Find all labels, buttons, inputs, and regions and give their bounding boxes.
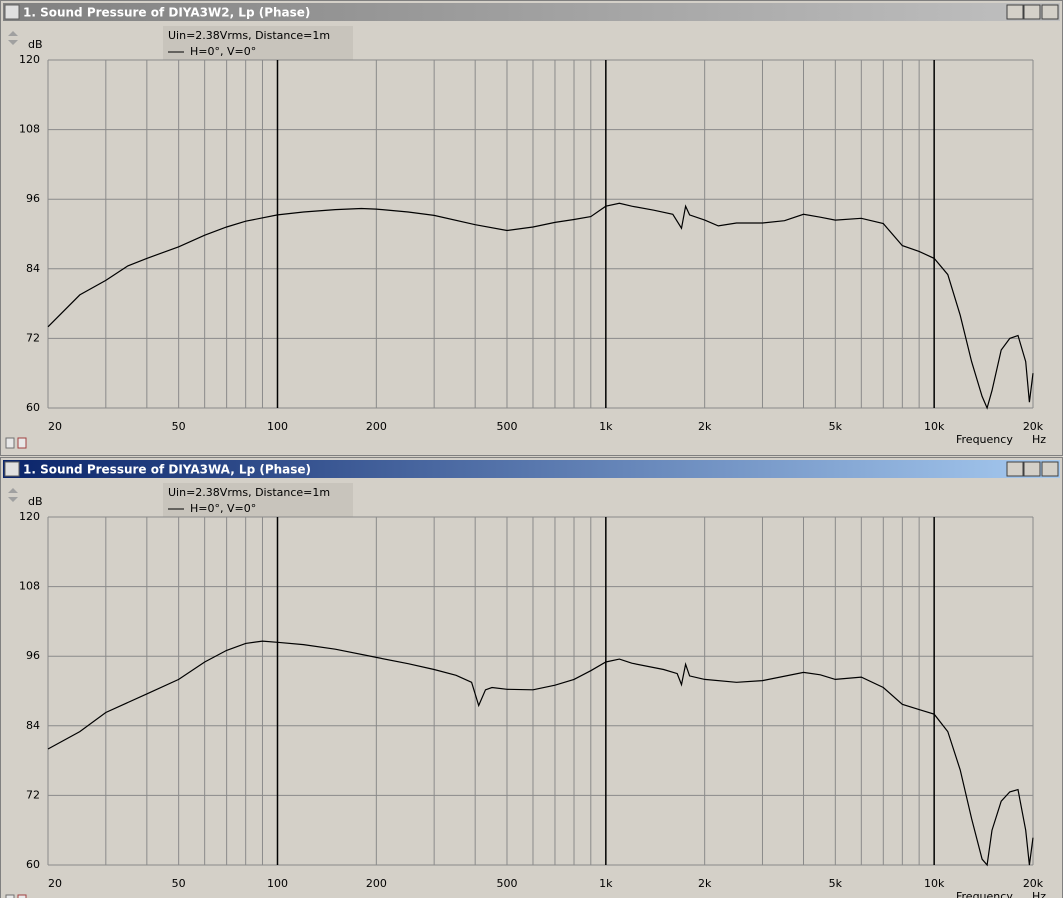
y-tick-label: 60	[26, 858, 40, 871]
series-line	[47, 640, 1034, 867]
minimize-button[interactable]	[1006, 461, 1024, 477]
scroll-arrows	[8, 31, 18, 45]
x-tick-label: 5k	[829, 877, 843, 890]
y-tick-label: 96	[26, 192, 40, 205]
x-tick-label: 20	[48, 420, 62, 433]
x-axis-unit: Hz	[1032, 890, 1046, 898]
x-tick-label: 500	[496, 420, 517, 433]
x-tick-label: 1k	[599, 877, 613, 890]
y-tick-label: 96	[26, 649, 40, 662]
toolbar-icon[interactable]	[17, 894, 27, 898]
x-tick-label: 50	[172, 877, 186, 890]
x-tick-label: 5k	[829, 420, 843, 433]
y-tick-label: 72	[26, 788, 40, 801]
x-axis-unit: Hz	[1032, 433, 1046, 446]
x-tick-label: 20k	[1023, 420, 1044, 433]
close-button[interactable]	[1041, 4, 1059, 20]
toolbar-icon[interactable]	[17, 437, 27, 449]
maximize-button[interactable]	[1023, 461, 1041, 477]
title-bar	[3, 460, 1060, 478]
y-tick-label: 120	[19, 53, 40, 66]
series-line	[47, 202, 1034, 410]
scroll-arrows	[8, 488, 18, 502]
minimize-button[interactable]	[1006, 4, 1024, 20]
y-axis-label: dB	[28, 495, 43, 508]
y-tick-label: 84	[26, 719, 40, 732]
window	[0, 0, 1063, 456]
y-tick-label: 72	[26, 331, 40, 344]
window-icon	[4, 461, 20, 477]
toolbar-icon[interactable]	[5, 894, 15, 898]
y-axis-label: dB	[28, 38, 43, 51]
legend-subtitle: Uin=2.38Vrms, Distance=1m	[168, 486, 330, 499]
x-tick-label: 10k	[924, 420, 945, 433]
x-tick-label: 10k	[924, 877, 945, 890]
x-axis-label: Frequency	[956, 433, 1013, 446]
y-tick-label: 60	[26, 401, 40, 414]
window	[0, 457, 1063, 898]
x-axis-label: Frequency	[956, 890, 1013, 898]
legend-box	[163, 483, 353, 517]
y-tick-label: 108	[19, 580, 40, 593]
x-tick-label: 100	[267, 877, 288, 890]
legend-box	[163, 26, 353, 60]
x-tick-label: 2k	[698, 420, 712, 433]
window-icon	[4, 4, 20, 20]
legend-label: H=0°, V=0°	[190, 502, 256, 515]
x-tick-label: 2k	[698, 877, 712, 890]
legend-label: H=0°, V=0°	[190, 45, 256, 58]
title-bar	[3, 3, 1060, 21]
x-tick-label: 1k	[599, 420, 613, 433]
toolbar-icon[interactable]	[5, 437, 15, 449]
x-tick-label: 20	[48, 877, 62, 890]
y-tick-label: 108	[19, 123, 40, 136]
x-tick-label: 500	[496, 877, 517, 890]
maximize-button[interactable]	[1023, 4, 1041, 20]
y-tick-label: 120	[19, 510, 40, 523]
window-title: 1. Sound Pressure of DIYA3WA, Lp (Phase)	[23, 463, 311, 477]
x-tick-label: 200	[366, 420, 387, 433]
legend-subtitle: Uin=2.38Vrms, Distance=1m	[168, 29, 330, 42]
window-title: 1. Sound Pressure of DIYA3W2, Lp (Phase)	[23, 6, 310, 20]
x-tick-label: 200	[366, 877, 387, 890]
x-tick-label: 20k	[1023, 877, 1044, 890]
close-button[interactable]	[1041, 461, 1059, 477]
x-tick-label: 50	[172, 420, 186, 433]
x-tick-label: 100	[267, 420, 288, 433]
y-tick-label: 84	[26, 262, 40, 275]
